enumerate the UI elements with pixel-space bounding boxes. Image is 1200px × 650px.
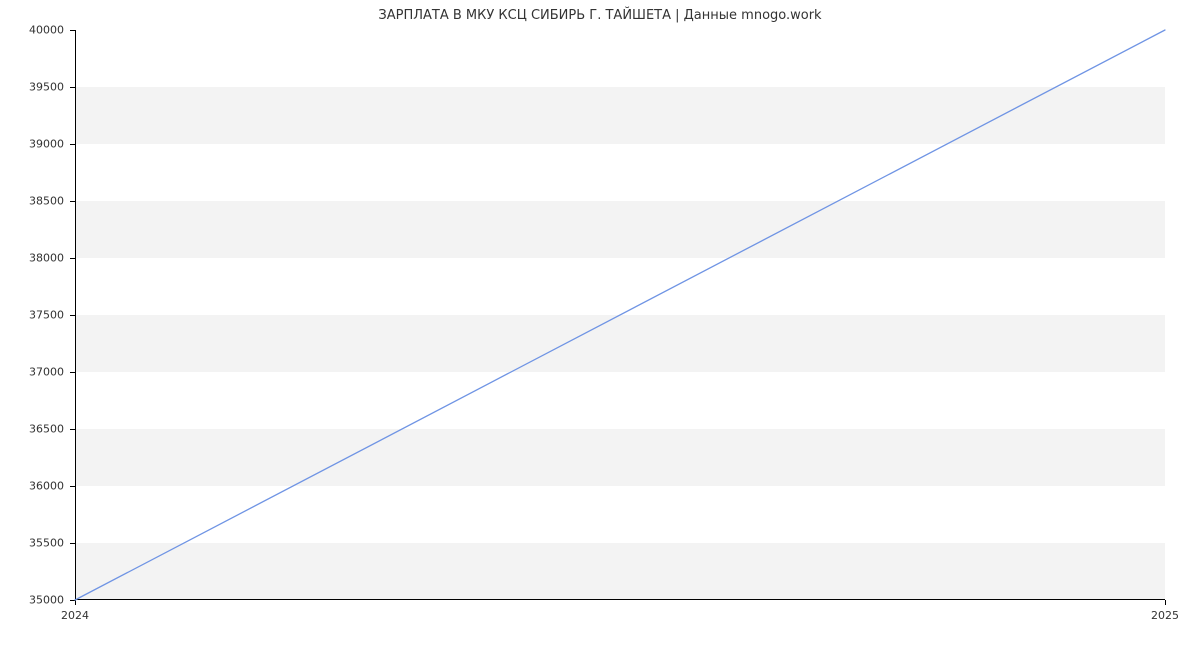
chart-title: ЗАРПЛАТА В МКУ КСЦ СИБИРЬ Г. ТАЙШЕТА | Д… [0,0,1200,23]
y-tick-label: 38500 [24,195,64,208]
x-tick-label: 2025 [1151,609,1179,622]
y-tick-label: 36500 [24,423,64,436]
x-tick-label: 2024 [61,609,89,622]
x-tick-mark [1165,600,1166,605]
y-tick-label: 39500 [24,81,64,94]
y-tick-label: 35000 [24,594,64,607]
y-tick-label: 36000 [24,480,64,493]
y-tick-label: 40000 [24,24,64,37]
series-line-salary [75,30,1165,600]
y-tick-label: 37000 [24,366,64,379]
y-tick-label: 37500 [24,309,64,322]
line-series-layer [75,30,1165,600]
salary-line-chart: ЗАРПЛАТА В МКУ КСЦ СИБИРЬ Г. ТАЙШЕТА | Д… [0,0,1200,650]
y-tick-label: 38000 [24,252,64,265]
x-tick-mark [75,600,76,605]
y-tick-label: 39000 [24,138,64,151]
y-tick-label: 35500 [24,537,64,550]
plot-area: 3500035500360003650037000375003800038500… [75,30,1165,600]
